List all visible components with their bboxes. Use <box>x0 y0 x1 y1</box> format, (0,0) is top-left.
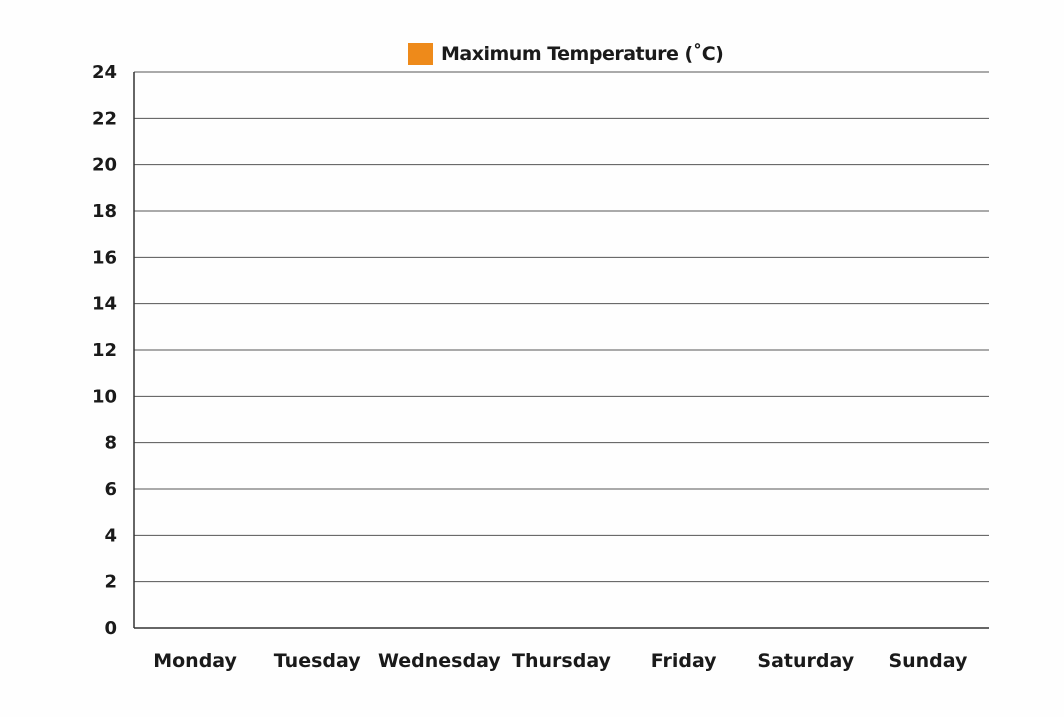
x-tick-labels: Monday Tuesday Wednesday Thursday Friday Satu… <box>153 650 968 672</box>
y-tick-label: 4 <box>104 525 117 546</box>
y-tick-label: 14 <box>92 294 117 315</box>
y-tick-label: 16 <box>92 247 117 268</box>
legend-swatch <box>408 43 433 65</box>
legend: Maximum Temperature (˚C) <box>408 42 724 66</box>
y-tick-label: 8 <box>104 433 117 454</box>
y-tick-label: 22 <box>92 108 117 129</box>
y-tick-label: 0 <box>104 618 117 639</box>
x-tick-label-tuesday: Tuesday <box>274 650 361 672</box>
y-tick-label: 2 <box>104 572 117 593</box>
y-tick-label: 12 <box>92 340 117 361</box>
y-tick-label: 20 <box>92 155 117 176</box>
x-tick-label-thursday: Thursday <box>512 650 612 672</box>
legend-label: Maximum Temperature (˚C) <box>441 43 724 65</box>
y-tick-label: 6 <box>104 479 117 500</box>
x-tick-label-saturday: Saturday <box>757 650 854 672</box>
x-tick-label-monday: Monday <box>153 650 237 672</box>
y-tick-label: 18 <box>92 201 117 222</box>
gridlines <box>134 71 989 629</box>
x-tick-label-sunday: Sunday <box>888 650 968 672</box>
x-tick-label-wednesday: Wednesday <box>378 650 501 672</box>
x-tick-label-friday: Friday <box>651 650 717 672</box>
y-tick-label: 24 <box>92 62 117 83</box>
y-tick-label: 10 <box>92 386 117 407</box>
